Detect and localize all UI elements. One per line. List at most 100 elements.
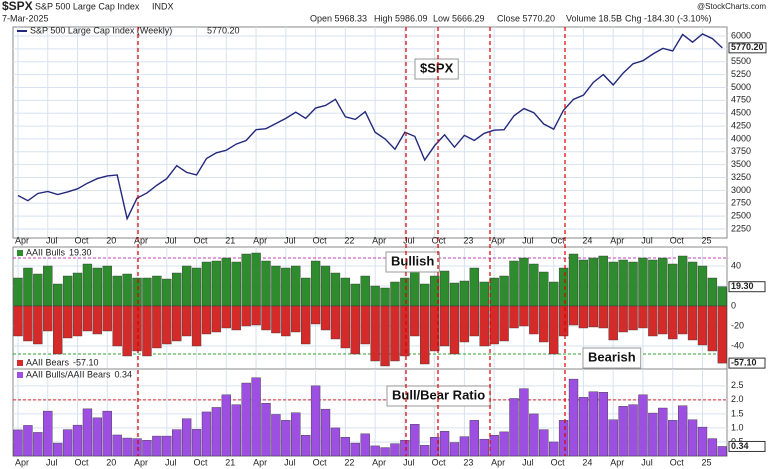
x-tick-label: Jul	[403, 457, 415, 467]
bar	[162, 305, 172, 345]
bar	[608, 305, 618, 341]
bar	[558, 305, 569, 337]
bar	[479, 281, 489, 307]
bar	[717, 305, 727, 364]
bar	[142, 305, 152, 357]
bar	[717, 286, 727, 307]
bar	[340, 305, 351, 349]
bar	[221, 257, 231, 307]
bar	[261, 403, 271, 457]
bar	[310, 385, 321, 457]
bar	[400, 440, 410, 457]
x-tick-label: Apr	[253, 457, 267, 467]
bar	[360, 433, 370, 457]
annotation-box	[385, 251, 440, 273]
bar	[499, 305, 509, 342]
annotation-box	[582, 347, 642, 369]
y-tick-label: 1.0	[731, 422, 744, 432]
bar	[568, 305, 579, 326]
bar	[241, 253, 251, 307]
bar	[598, 305, 608, 329]
bar	[697, 426, 708, 457]
close: Close 5770.20	[497, 13, 555, 23]
bar	[162, 435, 172, 457]
annotation: $SPX	[420, 60, 454, 75]
y-tick-label: 2.5	[731, 380, 744, 390]
bar	[459, 305, 470, 343]
bar	[310, 260, 321, 307]
bar	[152, 275, 162, 307]
bar	[618, 259, 628, 307]
legend-swatch	[17, 250, 23, 256]
bar	[241, 305, 251, 327]
bar	[697, 265, 708, 307]
bar	[479, 305, 489, 347]
bar	[658, 305, 668, 335]
bar	[261, 260, 271, 307]
bar	[172, 429, 182, 457]
bar	[191, 305, 202, 347]
bar	[152, 305, 162, 349]
x-tick-label: Jul	[522, 457, 534, 467]
legend-swatch	[17, 360, 23, 366]
bar	[638, 305, 648, 329]
bar	[251, 377, 261, 457]
y-tick-label: -40	[731, 340, 744, 350]
x-tick-label: 22	[344, 457, 354, 467]
bar	[370, 445, 380, 457]
x-tick-label: Apr	[491, 457, 505, 467]
bar	[558, 420, 569, 457]
x-tick-label: Oct	[670, 457, 685, 467]
bar	[122, 305, 132, 357]
last-value-box	[728, 42, 767, 54]
x-tick-label: Apr	[134, 235, 148, 245]
bar	[558, 267, 569, 307]
bar	[638, 394, 648, 457]
panel-frame	[12, 26, 728, 239]
bar	[380, 305, 390, 367]
bar	[390, 305, 400, 362]
legend-value: 0.34	[115, 369, 133, 379]
bar	[23, 267, 33, 307]
bar	[112, 305, 122, 347]
bar	[469, 267, 479, 307]
bar	[102, 265, 112, 307]
x-tick-label: Oct	[313, 235, 328, 245]
bar	[43, 265, 53, 307]
bar	[122, 273, 132, 307]
bar	[241, 382, 251, 457]
annotation-box	[414, 58, 459, 80]
bar	[687, 305, 698, 341]
x-tick-label: Apr	[372, 235, 386, 245]
bar	[13, 429, 23, 457]
bar	[350, 442, 360, 457]
symbol: $SPX	[2, 0, 33, 13]
legend-value: 5770.20	[207, 25, 240, 35]
change: Chg -184.30 (-3.10%)	[625, 13, 712, 23]
bar	[211, 260, 222, 307]
bar	[13, 305, 23, 337]
bar	[53, 283, 63, 307]
bar	[72, 424, 83, 457]
legend-label: S&P 500 Large Cap Index (Weekly)	[30, 25, 172, 35]
legend-swatch	[17, 372, 23, 378]
x-tick-label: Jul	[641, 235, 653, 245]
bar	[340, 436, 351, 457]
bar	[162, 278, 172, 307]
legend-label: AAII Bears	[26, 357, 70, 367]
x-tick-label: 21	[225, 457, 235, 467]
bar	[687, 261, 698, 307]
bar	[291, 412, 301, 457]
bar	[370, 285, 380, 307]
high: High 5986.09	[374, 13, 428, 23]
bar	[191, 267, 202, 307]
x-tick-label: Oct	[432, 457, 447, 467]
x-tick-label: 25	[701, 457, 711, 467]
x-tick-label: Jul	[522, 235, 534, 245]
bar	[380, 287, 390, 307]
bar	[320, 265, 331, 307]
bar	[112, 434, 122, 457]
bar	[648, 412, 658, 457]
bar	[677, 305, 688, 335]
bar	[519, 388, 529, 457]
